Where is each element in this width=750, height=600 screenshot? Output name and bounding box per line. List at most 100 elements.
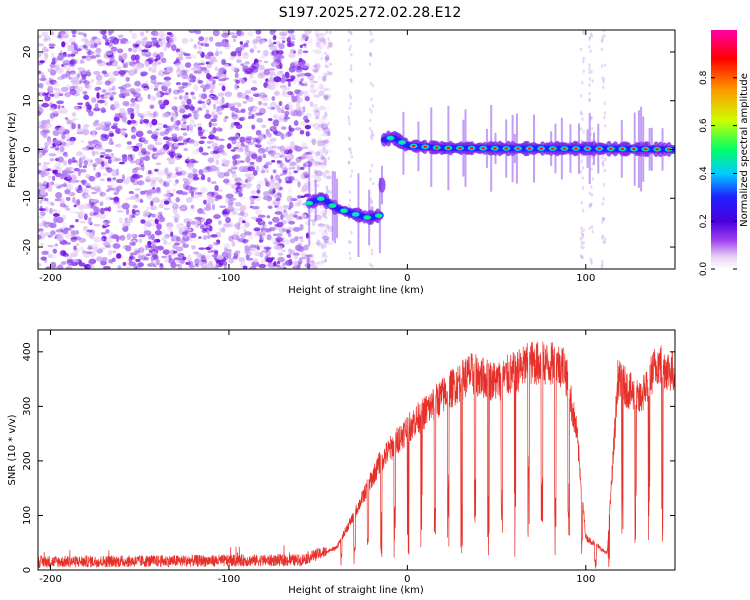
- noise-speckle: [230, 170, 237, 175]
- noise-speckle: [92, 134, 97, 138]
- noise-speckle: [65, 168, 70, 174]
- noise-speckle: [254, 112, 263, 117]
- noise-speckle: [54, 147, 59, 151]
- noise-speckle: [257, 50, 261, 53]
- streak-speckle: [349, 95, 353, 100]
- noise-speckle: [55, 140, 63, 146]
- streak-speckle: [350, 79, 353, 84]
- streak-speckle: [580, 112, 584, 116]
- noise-speckle: [93, 185, 102, 191]
- noise-speckle: [96, 256, 103, 262]
- noise-speckle: [99, 30, 107, 35]
- noise-speckle: [313, 169, 318, 175]
- noise-speckle: [166, 31, 173, 36]
- noise-speckle: [59, 30, 66, 35]
- noise-speckle: [295, 178, 299, 182]
- noise-speckle: [271, 145, 278, 149]
- noise-speckle: [314, 30, 320, 37]
- noise-speckle: [312, 60, 318, 66]
- noise-speckle: [238, 256, 245, 263]
- noise-speckle: [318, 42, 326, 50]
- noise-speckle: [158, 178, 164, 184]
- noise-speckle: [230, 222, 234, 228]
- noise-speckle: [328, 40, 332, 47]
- noise-speckle: [118, 55, 123, 62]
- noise-speckle: [318, 45, 323, 51]
- noise-speckle: [203, 212, 207, 216]
- noise-speckle: [200, 136, 207, 140]
- noise-speckle: [81, 69, 87, 76]
- noise-speckle: [298, 156, 302, 161]
- noise-speckle: [182, 243, 190, 249]
- noise-speckle: [254, 62, 261, 68]
- snr-y-tick-label: 0: [22, 567, 33, 573]
- noise-speckle: [108, 88, 112, 94]
- noise-speckle: [51, 175, 56, 181]
- noise-speckle: [258, 100, 263, 106]
- streak-speckle: [579, 47, 583, 52]
- noise-speckle: [207, 197, 215, 205]
- noise-speckle: [188, 38, 194, 43]
- noise-speckle: [186, 98, 192, 105]
- noise-speckle: [218, 205, 227, 209]
- noise-speckle: [314, 115, 322, 123]
- noise-speckle: [183, 69, 190, 73]
- noise-speckle: [182, 114, 190, 119]
- noise-speckle: [144, 44, 152, 49]
- noise-speckle: [216, 71, 221, 78]
- noise-speckle: [223, 117, 227, 123]
- noise-speckle: [297, 181, 301, 188]
- noise-speckle: [170, 237, 175, 242]
- noise-speckle: [316, 125, 324, 133]
- noise-speckle: [295, 110, 304, 117]
- noise-speckle: [324, 94, 332, 99]
- streak-speckle: [582, 30, 585, 34]
- streak-speckle: [325, 139, 329, 143]
- noise-speckle: [321, 230, 329, 237]
- noise-speckle: [54, 243, 59, 247]
- noise-speckle: [175, 171, 183, 176]
- noise-speckle: [81, 55, 87, 59]
- noise-speckle: [57, 109, 63, 114]
- noise-speckle: [242, 220, 246, 224]
- noise-speckle: [327, 137, 331, 143]
- noise-speckle: [130, 54, 137, 61]
- noise-speckle: [38, 120, 42, 128]
- noise-speckle: [322, 72, 328, 78]
- colorbar-ticks: 0.00.20.40.60.8: [699, 70, 737, 276]
- noise-speckle: [78, 168, 87, 173]
- noise-speckle: [282, 262, 286, 267]
- noise-speckle: [208, 121, 212, 128]
- noise-speckle: [312, 262, 319, 265]
- noise-speckle: [279, 77, 286, 84]
- noise-speckle: [109, 197, 117, 201]
- noise-speckle: [288, 107, 295, 113]
- noise-speckle: [103, 207, 110, 212]
- noise-speckle: [277, 108, 283, 114]
- noise-speckle: [194, 220, 201, 225]
- noise-speckle: [308, 151, 316, 156]
- noise-speckle: [242, 65, 249, 71]
- streak-speckle: [349, 101, 353, 106]
- noise-speckle: [314, 110, 321, 117]
- noise-speckle: [244, 89, 252, 95]
- noise-speckle: [258, 134, 264, 141]
- noise-speckle: [70, 119, 75, 123]
- noise-speckle: [108, 77, 117, 82]
- noise-speckle: [322, 88, 331, 91]
- noise-speckle: [145, 30, 150, 34]
- noise-speckle: [320, 156, 326, 161]
- noise-speckle: [294, 127, 302, 131]
- noise-speckle: [41, 31, 49, 37]
- noise-speckle: [93, 223, 101, 227]
- noise-speckle: [42, 171, 50, 176]
- noise-speckle: [165, 179, 173, 183]
- noise-speckle: [276, 245, 284, 251]
- noise-speckle: [258, 64, 265, 71]
- noise-speckle: [94, 86, 100, 92]
- noise-speckle: [269, 30, 276, 36]
- noise-speckle: [221, 210, 228, 216]
- noise-speckle: [78, 262, 86, 267]
- noise-speckle: [328, 42, 333, 48]
- noise-speckle: [231, 234, 240, 240]
